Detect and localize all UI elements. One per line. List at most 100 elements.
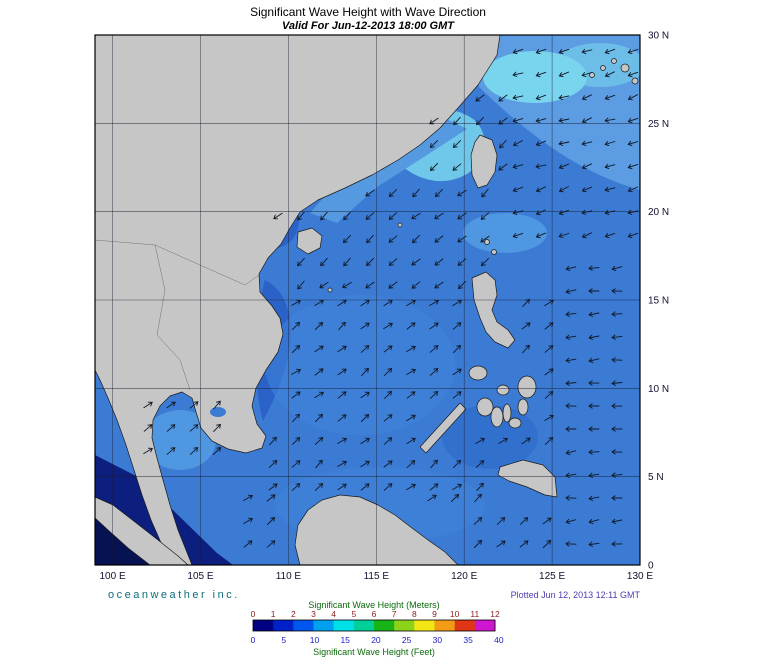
wave-direction-arrow (512, 232, 524, 239)
wave-direction-arrow (212, 446, 222, 455)
colorbar-segment (293, 620, 314, 631)
wave-direction-arrow (581, 117, 592, 124)
wave-direction-arrow (291, 299, 301, 306)
wave-direction-arrow (411, 212, 421, 220)
wave-direction-arrow (522, 298, 530, 308)
wave-direction-arrow (243, 540, 253, 548)
wave-direction-arrow (314, 299, 324, 306)
feet-tick: 25 (402, 635, 412, 645)
wave-direction-arrow (611, 288, 623, 294)
wave-direction-arrow (544, 368, 554, 376)
landmass-palawan (419, 402, 467, 454)
wave-direction-arrow (627, 140, 639, 147)
wave-direction-arrow (406, 391, 416, 399)
wave-direction-arrow (499, 139, 507, 149)
wave-direction-arrow (565, 449, 577, 456)
wave-direction-arrow (558, 232, 570, 239)
wave-direction-arrow (604, 71, 615, 78)
wave-direction-arrow (558, 163, 570, 170)
wave-direction-arrow (337, 299, 347, 307)
wave-direction-arrow (475, 116, 484, 126)
map-content (95, 35, 640, 565)
wave-direction-arrow (565, 541, 577, 547)
wave-direction-arrow (475, 437, 485, 444)
wave-direction-arrow (429, 483, 439, 491)
wave-direction-arrow (475, 460, 485, 468)
legend-meters-label: Significant Wave Height (Meters) (308, 600, 439, 610)
landmass-luzon (471, 271, 516, 349)
feet-tick: 35 (463, 635, 473, 645)
wave-direction-arrow (581, 163, 592, 170)
lon-tick-label: 105 E (187, 571, 213, 582)
wave-direction-arrow (314, 437, 324, 445)
feet-tick: 5 (281, 635, 286, 645)
wave-direction-arrow (337, 368, 347, 376)
landmass-mindanao (497, 459, 558, 498)
colorbar-segment (253, 620, 274, 631)
colorbar-segment (434, 620, 456, 631)
wave-direction-arrow (565, 288, 577, 295)
wave-direction-arrow (512, 209, 524, 216)
wave-direction-arrow (604, 94, 616, 101)
feet-tick: 30 (433, 635, 443, 645)
wave-direction-arrow (457, 189, 467, 197)
wave-direction-arrow (452, 368, 462, 376)
wave-direction-arrow (496, 540, 506, 548)
island-cebu (502, 403, 512, 423)
wave-direction-arrow (611, 472, 623, 478)
wave-direction-arrow (588, 334, 600, 340)
wave-direction-arrow (291, 460, 301, 468)
wave-direction-arrow (604, 117, 616, 123)
wave-direction-arrow (429, 163, 438, 172)
wave-direction-arrow (565, 380, 577, 386)
wave-direction-arrow (166, 447, 176, 455)
meters-tick: 3 (311, 609, 316, 619)
wave-direction-arrow (475, 94, 485, 102)
wave-direction-arrow (452, 322, 462, 330)
wave-direction-arrow (542, 539, 552, 548)
island-babuyan (491, 249, 497, 255)
lon-tick-label: 100 E (100, 571, 126, 582)
wave-direction-arrow (627, 209, 639, 215)
patch-luzon-strait (463, 213, 547, 253)
wave-direction-arrow (535, 117, 547, 124)
island-negros (490, 406, 504, 428)
legend-feet-label: Significant Wave Height (Feet) (313, 647, 435, 657)
wave-direction-arrow (365, 258, 374, 267)
island-ryukyu (631, 77, 639, 85)
wave-direction-arrow (297, 280, 305, 290)
island-ryukyu (600, 65, 606, 71)
wave-direction-arrow (314, 483, 324, 491)
wave-direction-arrow (627, 48, 639, 55)
wave-direction-arrow (388, 258, 398, 266)
wave-direction-arrow (498, 94, 508, 102)
wave-direction-arrow (452, 140, 462, 148)
wave-direction-arrow (429, 391, 439, 399)
wave-direction-arrow (452, 391, 462, 399)
landmass-sumatra (95, 496, 189, 565)
wave-direction-arrow (512, 163, 524, 170)
patch-central-scs (265, 295, 455, 435)
wave-direction-arrow (315, 413, 323, 423)
wave-direction-arrow (544, 345, 554, 353)
wave-direction-arrow (581, 186, 593, 193)
wave-direction-arrow (627, 117, 639, 124)
feet-tick: 40 (494, 635, 504, 645)
wave-direction-arrow (519, 517, 529, 525)
wave-direction-arrow (535, 48, 547, 55)
wave-direction-arrow (406, 460, 416, 468)
wave-direction-arrow (383, 437, 393, 445)
wave-direction-arrow (581, 140, 593, 147)
wave-direction-arrow (143, 424, 153, 432)
wave-direction-arrow (588, 265, 600, 271)
wave-direction-arrow (565, 334, 577, 340)
wave-direction-arrow (611, 495, 623, 501)
wave-direction-arrow (611, 403, 623, 409)
wave-direction-arrow (383, 322, 393, 330)
wave-direction-arrow (292, 413, 300, 423)
wave-direction-arrow (291, 483, 301, 491)
wave-direction-arrow (266, 494, 276, 502)
wave-direction-arrow (535, 71, 547, 78)
